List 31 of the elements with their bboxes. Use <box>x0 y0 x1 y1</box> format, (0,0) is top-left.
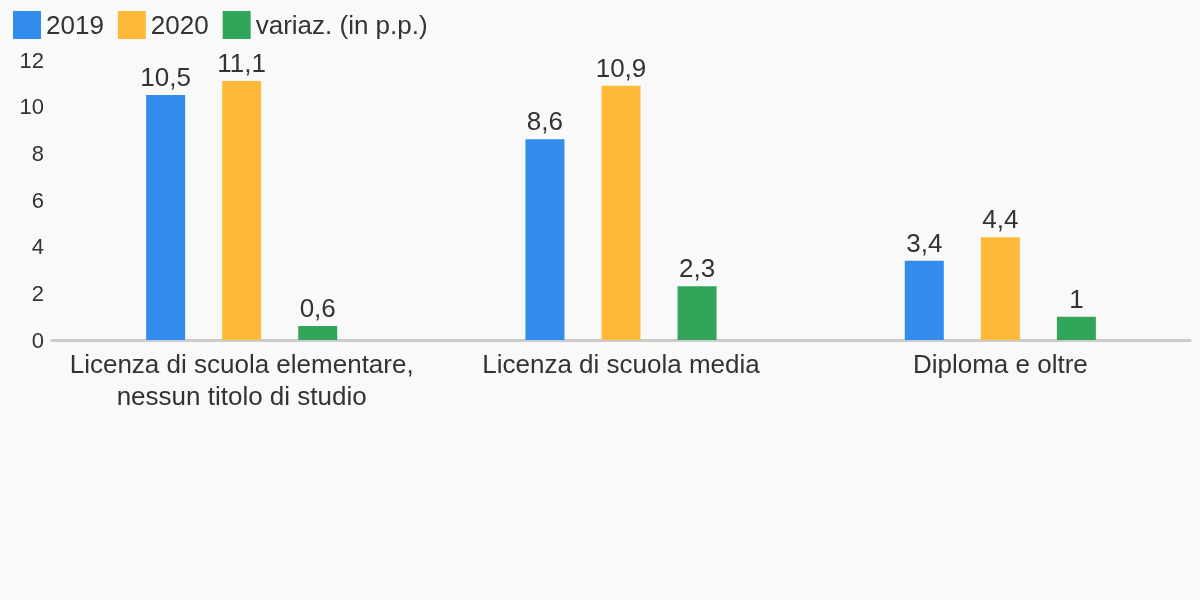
legend-label: variaz. (in p.p.) <box>255 10 428 40</box>
bar <box>146 95 186 340</box>
bar <box>677 286 717 340</box>
y-tick-label: 8 <box>31 140 44 166</box>
y-tick-label: 0 <box>31 327 44 353</box>
y-tick-label: 12 <box>19 47 44 73</box>
data-label: 0,6 <box>299 293 336 323</box>
data-label: 8,6 <box>526 106 564 137</box>
data-label: 3,4 <box>906 227 943 258</box>
y-tick-label: 4 <box>31 234 44 260</box>
legend-label: 2020 <box>150 10 209 40</box>
bar <box>601 85 641 340</box>
data-label: 10,9 <box>595 52 647 83</box>
x-tick-label: Diploma e oltre <box>912 349 1088 379</box>
bar <box>298 326 338 340</box>
bar <box>525 139 565 340</box>
bar <box>1056 316 1096 340</box>
bar <box>904 260 944 340</box>
legend-label: 2019 <box>46 10 104 40</box>
x-tick-label: Licenza di scuola elementare, nessun titolo di studio <box>69 349 414 411</box>
data-label: 11,1 <box>217 48 267 78</box>
y-tick-label: 6 <box>31 187 44 213</box>
data-label: 1 <box>1069 283 1084 314</box>
data-label: 10,5 <box>140 62 191 92</box>
data-label: 4,4 <box>982 204 1019 235</box>
data-label: 2,3 <box>678 253 716 284</box>
y-tick-label: 2 <box>31 280 44 306</box>
bar <box>980 237 1020 340</box>
x-tick-label: Licenza di scuola media <box>482 349 761 379</box>
bar <box>222 81 262 340</box>
y-tick-label: 10 <box>19 94 44 120</box>
